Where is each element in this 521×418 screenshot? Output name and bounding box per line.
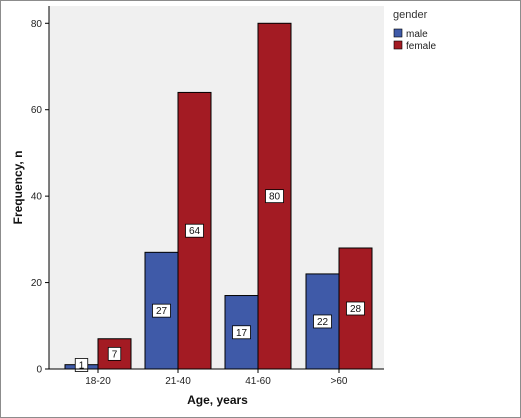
x-tick-label: >60: [331, 376, 348, 387]
legend-swatch-female: [393, 40, 403, 50]
y-tick-label: 80: [31, 19, 43, 30]
data-label-box: [313, 314, 332, 329]
data-label-text: 80: [269, 192, 281, 203]
data-label-box: [346, 301, 365, 316]
data-label-text: 27: [156, 306, 168, 317]
data-label-box: [265, 189, 284, 204]
legend-label-female: female: [406, 41, 436, 52]
data-label-box: [152, 303, 171, 318]
data-label-text: 22: [317, 317, 329, 328]
x-tick-label: 21-40: [165, 376, 191, 387]
legend-title: gender: [393, 9, 428, 21]
data-label-text: 7: [112, 349, 118, 360]
y-tick-label: 20: [31, 278, 43, 289]
legend-label-male: male: [406, 29, 428, 40]
data-label-text: 28: [350, 304, 362, 315]
data-label: 27: [152, 303, 171, 318]
data-label: 7: [107, 346, 122, 361]
data-label: 17: [232, 325, 251, 340]
data-label-text: 64: [189, 226, 201, 237]
data-label-box: [107, 346, 122, 361]
x-tick-label: 18-20: [85, 376, 111, 387]
data-label: 28: [346, 301, 365, 316]
data-label: 64: [185, 223, 204, 238]
data-label: 1: [74, 358, 89, 372]
bars-layer: [64, 22, 373, 370]
x-axis-title: Age, years: [187, 393, 248, 407]
x-tick-label: 41-60: [245, 376, 271, 387]
data-label: 80: [265, 189, 284, 204]
data-label: 22: [313, 314, 332, 329]
axes-layer: 0 20 40 60 80 18-20 21-40 41-60 >60: [31, 6, 384, 387]
bar-female: [97, 338, 132, 370]
data-label-text: 17: [236, 328, 248, 339]
data-label-box: [74, 358, 89, 372]
y-tick-label: 0: [36, 365, 42, 376]
data-label-box: [232, 325, 251, 340]
legend-swatch-male: [393, 28, 403, 38]
y-axis-title: Frequency, n: [11, 151, 25, 225]
y-tick-label: 40: [31, 192, 43, 203]
data-label-text: 1: [79, 361, 85, 372]
data-label-box: [185, 223, 204, 238]
y-tick-label: 60: [31, 105, 43, 116]
